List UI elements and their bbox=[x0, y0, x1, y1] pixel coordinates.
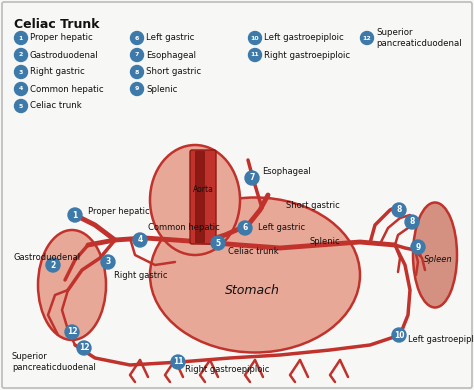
Ellipse shape bbox=[413, 202, 457, 307]
Circle shape bbox=[392, 203, 406, 217]
Ellipse shape bbox=[150, 197, 360, 353]
FancyBboxPatch shape bbox=[190, 150, 216, 244]
Circle shape bbox=[130, 66, 144, 78]
Circle shape bbox=[171, 355, 185, 369]
Text: 11: 11 bbox=[173, 358, 183, 367]
Text: Gastroduodenal: Gastroduodenal bbox=[14, 254, 81, 262]
Text: Short gastric: Short gastric bbox=[286, 200, 340, 209]
Text: Stomach: Stomach bbox=[225, 284, 280, 296]
Text: 3: 3 bbox=[105, 257, 110, 266]
Circle shape bbox=[130, 48, 144, 62]
Text: 2: 2 bbox=[50, 261, 55, 269]
Circle shape bbox=[133, 233, 147, 247]
Circle shape bbox=[405, 215, 419, 229]
Text: Left gastroepiploic: Left gastroepiploic bbox=[264, 34, 344, 43]
Circle shape bbox=[65, 325, 79, 339]
Text: Left gastric: Left gastric bbox=[146, 34, 194, 43]
Circle shape bbox=[15, 66, 27, 78]
Text: Proper hepatic: Proper hepatic bbox=[30, 34, 93, 43]
Circle shape bbox=[211, 236, 225, 250]
Circle shape bbox=[15, 83, 27, 96]
Ellipse shape bbox=[38, 230, 106, 340]
Circle shape bbox=[248, 48, 262, 62]
Circle shape bbox=[15, 32, 27, 44]
Text: Celiac trunk: Celiac trunk bbox=[30, 101, 82, 110]
Text: Aorta: Aorta bbox=[192, 185, 213, 194]
Text: 11: 11 bbox=[251, 53, 259, 57]
Text: 8: 8 bbox=[396, 206, 401, 214]
FancyBboxPatch shape bbox=[195, 151, 205, 243]
Text: 4: 4 bbox=[19, 87, 23, 92]
Text: 12: 12 bbox=[79, 344, 89, 353]
Text: Splenic: Splenic bbox=[146, 85, 177, 94]
Circle shape bbox=[411, 240, 425, 254]
Text: Common hepatic: Common hepatic bbox=[30, 85, 104, 94]
Text: Esophageal: Esophageal bbox=[146, 50, 196, 60]
Text: 1: 1 bbox=[19, 35, 23, 41]
Text: Celiac Trunk: Celiac Trunk bbox=[14, 18, 100, 31]
Circle shape bbox=[15, 99, 27, 112]
Text: 8: 8 bbox=[135, 69, 139, 74]
Text: 10: 10 bbox=[251, 35, 259, 41]
Text: 12: 12 bbox=[67, 328, 77, 337]
Text: Right gastroepiploic: Right gastroepiploic bbox=[185, 365, 269, 374]
Text: Proper hepatic: Proper hepatic bbox=[88, 207, 150, 216]
Circle shape bbox=[77, 341, 91, 355]
Text: 7: 7 bbox=[135, 53, 139, 57]
Text: Right gastric: Right gastric bbox=[114, 271, 167, 280]
Text: Left gastric: Left gastric bbox=[258, 223, 305, 232]
Text: 5: 5 bbox=[19, 103, 23, 108]
Circle shape bbox=[15, 48, 27, 62]
Text: Right gastroepiploic: Right gastroepiploic bbox=[264, 50, 350, 60]
Text: Esophageal: Esophageal bbox=[262, 167, 311, 177]
Circle shape bbox=[46, 258, 60, 272]
Circle shape bbox=[130, 83, 144, 96]
Text: 12: 12 bbox=[363, 35, 371, 41]
Text: 3: 3 bbox=[19, 69, 23, 74]
Text: 6: 6 bbox=[242, 223, 247, 232]
Text: Splenic: Splenic bbox=[310, 238, 340, 246]
Text: 9: 9 bbox=[135, 87, 139, 92]
Text: 9: 9 bbox=[415, 243, 420, 252]
Text: Superior
pancreaticduodenal: Superior pancreaticduodenal bbox=[376, 28, 462, 48]
Circle shape bbox=[101, 255, 115, 269]
Ellipse shape bbox=[150, 145, 240, 255]
Circle shape bbox=[130, 32, 144, 44]
Text: 4: 4 bbox=[137, 236, 143, 245]
Text: 6: 6 bbox=[135, 35, 139, 41]
Text: Left gastroepiploic: Left gastroepiploic bbox=[408, 335, 474, 344]
Text: 5: 5 bbox=[216, 239, 220, 248]
Text: 7: 7 bbox=[249, 174, 255, 183]
Circle shape bbox=[238, 221, 252, 235]
Text: Right gastric: Right gastric bbox=[30, 67, 85, 76]
Text: Spleen: Spleen bbox=[424, 255, 452, 264]
Circle shape bbox=[68, 208, 82, 222]
Text: 10: 10 bbox=[394, 330, 404, 340]
Circle shape bbox=[245, 171, 259, 185]
Text: 8: 8 bbox=[410, 218, 415, 227]
Text: 2: 2 bbox=[19, 53, 23, 57]
Circle shape bbox=[361, 32, 374, 44]
Text: 1: 1 bbox=[73, 211, 78, 220]
Text: Superior
pancreaticduodenal: Superior pancreaticduodenal bbox=[12, 352, 96, 372]
Circle shape bbox=[248, 32, 262, 44]
Circle shape bbox=[392, 328, 406, 342]
Text: Gastroduodenal: Gastroduodenal bbox=[30, 50, 99, 60]
Text: Celiac trunk: Celiac trunk bbox=[228, 248, 279, 257]
Text: Common hepatic: Common hepatic bbox=[148, 223, 220, 232]
Text: Short gastric: Short gastric bbox=[146, 67, 201, 76]
